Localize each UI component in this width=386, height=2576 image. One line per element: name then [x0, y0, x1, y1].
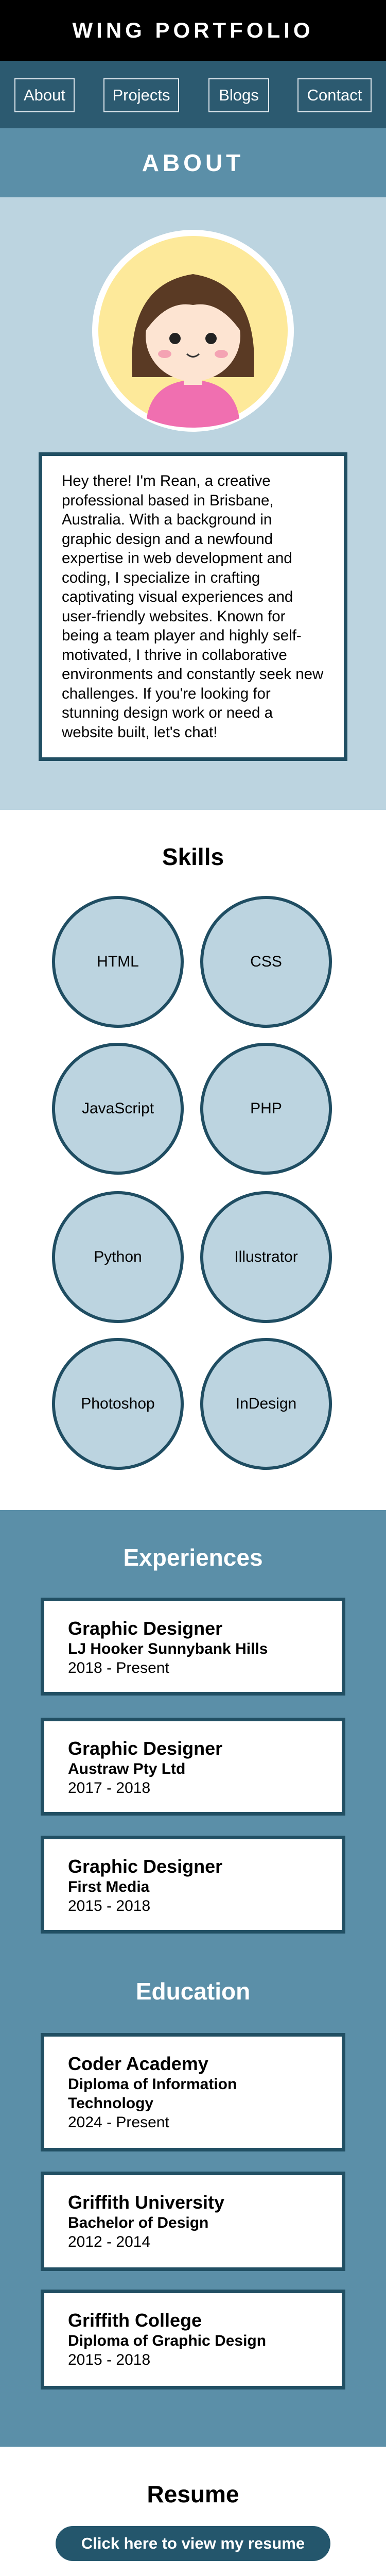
- school: Griffith College: [68, 2310, 202, 2331]
- experiences-heading: Experiences: [123, 1544, 263, 1571]
- skill-circle: Photoshop: [52, 1338, 184, 1470]
- skill-circle: InDesign: [200, 1338, 332, 1470]
- skill-circle: CSS: [200, 896, 332, 1028]
- resume-heading: Resume: [147, 2481, 239, 2507]
- experience-card: Graphic Designer Austraw Pty Ltd 2017 - …: [41, 1718, 345, 1816]
- school: Griffith University: [68, 2192, 225, 2213]
- job-title: Graphic Designer: [68, 1856, 223, 1877]
- dates: 2015 - 2018: [68, 2351, 151, 2368]
- skills-heading: Skills: [162, 843, 224, 870]
- education-card: Griffith University Bachelor of Design 2…: [41, 2172, 345, 2271]
- company: Austraw Pty Ltd: [68, 1760, 186, 1777]
- company: LJ Hooker Sunnybank Hills: [68, 1640, 268, 1657]
- education-heading: Education: [135, 1978, 251, 2005]
- job-title: Graphic Designer: [68, 1618, 223, 1639]
- degree: Diploma of Information Technology: [68, 2076, 237, 2112]
- job-title: Graphic Designer: [68, 1738, 223, 1759]
- dates: 2017 - 2018: [68, 1780, 151, 1797]
- experience-card: Graphic Designer First Media 2015 - 2018: [41, 1836, 345, 1934]
- nav-button[interactable]: Contact: [297, 78, 372, 112]
- site-title: WING PORTFOLIO: [72, 18, 314, 42]
- skill-circle: PHP: [200, 1043, 332, 1175]
- degree: Bachelor of Design: [68, 2214, 209, 2231]
- resume-button[interactable]: Click here to view my resume: [56, 2526, 330, 2561]
- skill-circle: Python: [52, 1191, 184, 1323]
- skill-circle: JavaScript: [52, 1043, 184, 1175]
- dates: 2024 - Present: [68, 2114, 169, 2131]
- about-heading: ABOUT: [142, 149, 244, 176]
- header: WING PORTFOLIO: [0, 0, 386, 61]
- skill-circle: Illustrator: [200, 1191, 332, 1323]
- dates: 2015 - 2018: [68, 1897, 151, 1914]
- company: First Media: [68, 1878, 150, 1895]
- education-card: Griffith College Diploma of Graphic Desi…: [41, 2290, 345, 2389]
- about-band: ABOUT: [0, 128, 386, 197]
- nav-button[interactable]: Projects: [103, 78, 179, 112]
- about-text: Hey there! I'm Rean, a creative professi…: [39, 452, 347, 761]
- skill-circle: HTML: [52, 896, 184, 1028]
- degree: Diploma of Graphic Design: [68, 2332, 267, 2349]
- nav-button[interactable]: About: [14, 78, 75, 112]
- school: Coder Academy: [68, 2053, 208, 2074]
- nav-button[interactable]: Blogs: [208, 78, 269, 112]
- nav-bar: About Projects Blogs Contact: [0, 61, 386, 128]
- experience-card: Graphic Designer LJ Hooker Sunnybank Hil…: [41, 1598, 345, 1696]
- avatar: [92, 230, 294, 432]
- education-card: Coder Academy Diploma of Information Tec…: [41, 2033, 345, 2151]
- dates: 2018 - Present: [68, 1659, 169, 1676]
- dates: 2012 - 2014: [68, 2233, 151, 2250]
